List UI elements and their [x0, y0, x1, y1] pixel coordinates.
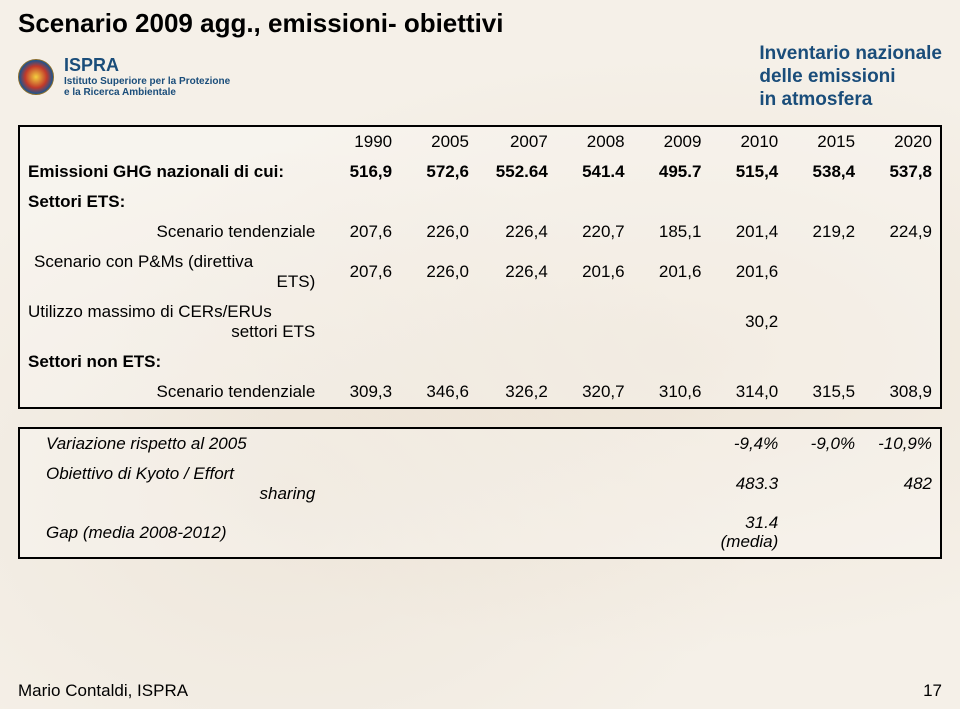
year-2015: 2015	[786, 127, 863, 157]
ghg-2: 552.64	[477, 157, 556, 187]
s2-5: 314,0	[709, 377, 786, 407]
st-2: 226,4	[477, 217, 556, 247]
scen-tend-label: Scenario tendenziale	[20, 217, 323, 247]
inv-l3: in atmosfera	[759, 89, 942, 112]
v-5: -9,4%	[709, 429, 786, 459]
gap-l1: 31.4	[745, 513, 778, 532]
k-6	[786, 459, 863, 509]
pms-l2: ETS)	[34, 272, 315, 292]
c-2	[477, 297, 556, 347]
cers-l2: settori ETS	[28, 322, 315, 342]
var-label: Variazione rispetto al 2005	[20, 429, 323, 459]
pm-4: 201,6	[633, 247, 710, 297]
org-block: ISPRA Istituto Superiore per la Protezio…	[18, 56, 230, 98]
settori-ets: Settori ETS:	[20, 187, 323, 217]
year-1990: 1990	[323, 127, 400, 157]
c-4	[633, 297, 710, 347]
st-5: 201,4	[709, 217, 786, 247]
ghg-4: 495.7	[633, 157, 710, 187]
settori-non-ets: Settori non ETS:	[20, 347, 323, 377]
c-7	[863, 297, 940, 347]
c-0	[323, 297, 400, 347]
pm-2: 226,4	[477, 247, 556, 297]
k-3	[556, 459, 633, 509]
year-2005: 2005	[400, 127, 477, 157]
ghg-0: 516,9	[323, 157, 400, 187]
st-7: 224,9	[863, 217, 940, 247]
s2-7: 308,9	[863, 377, 940, 407]
inventory-title: Inventario nazionale delle emissioni in …	[759, 43, 942, 111]
ghg-5: 515,4	[709, 157, 786, 187]
slide-title: Scenario 2009 agg., emissioni- obiettivi	[18, 8, 942, 39]
s2-4: 310,6	[633, 377, 710, 407]
v-0	[323, 429, 400, 459]
st-3: 220,7	[556, 217, 633, 247]
cers-l1: Utilizzo massimo di CERs/ERUs	[28, 302, 272, 321]
ghg-label: Emissioni GHG nazionali di cui:	[20, 157, 323, 187]
footer: Mario Contaldi, ISPRA 17	[18, 681, 942, 701]
ghg-1: 572,6	[400, 157, 477, 187]
header-row: ISPRA Istituto Superiore per la Protezio…	[18, 43, 942, 111]
ky-l2: sharing	[46, 484, 315, 504]
v-4	[633, 429, 710, 459]
year-2008: 2008	[556, 127, 633, 157]
st-6: 219,2	[786, 217, 863, 247]
kyoto-label: Obiettivo di Kyoto / Effort sharing	[20, 459, 323, 509]
ghg-7: 537,8	[863, 157, 940, 187]
ghg-3: 541.4	[556, 157, 633, 187]
v-3	[556, 429, 633, 459]
k-7: 482	[863, 459, 940, 509]
k-0	[323, 459, 400, 509]
s2-6: 315,5	[786, 377, 863, 407]
v-2	[477, 429, 556, 459]
pm-3: 201,6	[556, 247, 633, 297]
k-2	[477, 459, 556, 509]
pm-1: 226,0	[400, 247, 477, 297]
pm-7	[863, 247, 940, 297]
year-2020: 2020	[863, 127, 940, 157]
table-main: 1990 2005 2007 2008 2009 2010 2015 2020 …	[18, 125, 942, 409]
gap-value: 31.4 (media)	[709, 509, 786, 556]
inv-l2: delle emissioni	[759, 66, 942, 89]
s2-1: 346,6	[400, 377, 477, 407]
year-2010: 2010	[709, 127, 786, 157]
k-5: 483.3	[709, 459, 786, 509]
cers-label: Utilizzo massimo di CERs/ERUs settori ET…	[20, 297, 323, 347]
ghg-6: 538,4	[786, 157, 863, 187]
s2-2: 326,2	[477, 377, 556, 407]
pms-label: Scenario con P&Ms (direttiva ETS)	[20, 247, 323, 297]
footer-author: Mario Contaldi, ISPRA	[18, 681, 188, 701]
table-secondary: Variazione rispetto al 2005 -9,4% -9,0% …	[18, 427, 942, 558]
pm-5: 201,6	[709, 247, 786, 297]
st-1: 226,0	[400, 217, 477, 247]
k-4	[633, 459, 710, 509]
scen-tend2-label: Scenario tendenziale	[20, 377, 323, 407]
org-sub2: e la Ricerca Ambientale	[64, 87, 230, 98]
inv-l1: Inventario nazionale	[759, 43, 942, 66]
s2-0: 309,3	[323, 377, 400, 407]
year-2009: 2009	[633, 127, 710, 157]
pm-0: 207,6	[323, 247, 400, 297]
pms-l1: Scenario con P&Ms (direttiva	[34, 252, 253, 271]
org-name: ISPRA	[64, 56, 230, 76]
st-4: 185,1	[633, 217, 710, 247]
ky-l1: Obiettivo di Kyoto / Effort	[46, 464, 234, 483]
st-0: 207,6	[323, 217, 400, 247]
page-number: 17	[923, 681, 942, 701]
c-5: 30,2	[709, 297, 786, 347]
v-7: -10,9%	[863, 429, 940, 459]
org-sub1: Istituto Superiore per la Protezione	[64, 76, 230, 87]
year-2007: 2007	[477, 127, 556, 157]
v-6: -9,0%	[786, 429, 863, 459]
gap-label: Gap (media 2008-2012)	[20, 509, 323, 556]
k-1	[400, 459, 477, 509]
emblem-icon	[18, 59, 54, 95]
pm-6	[786, 247, 863, 297]
gap-l2: (media)	[721, 532, 779, 551]
v-1	[400, 429, 477, 459]
c-3	[556, 297, 633, 347]
c-1	[400, 297, 477, 347]
c-6	[786, 297, 863, 347]
s2-3: 320,7	[556, 377, 633, 407]
